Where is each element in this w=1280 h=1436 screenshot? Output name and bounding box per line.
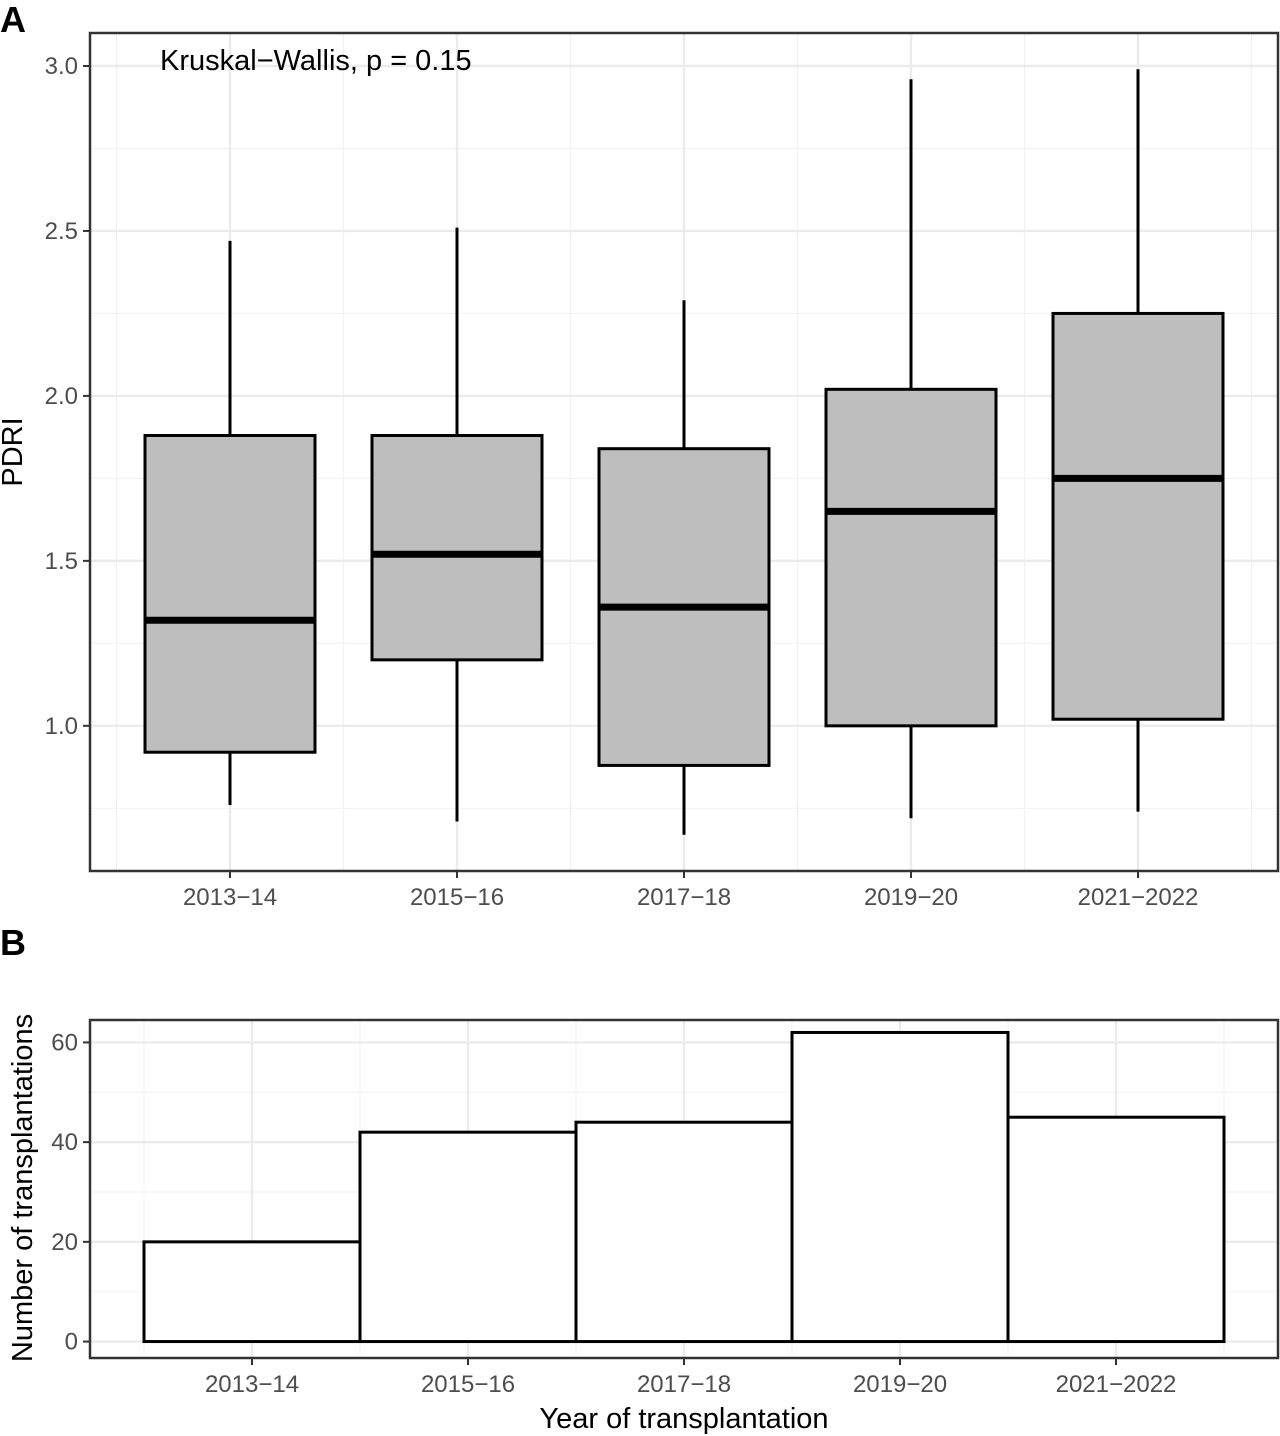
panel-b-x-axis: 2013−14 2015−16 2017−18 2019−20 2021−2022 [205, 1358, 1176, 1398]
panel-a-y-axis-title: PDRI [0, 417, 29, 486]
panel-a-y-tick-label: 2.0 [45, 383, 78, 410]
box-2019-20 [824, 387, 998, 728]
panel-b-y-tick-label: 40 [51, 1129, 78, 1156]
bar-2015-16 [358, 1130, 578, 1344]
panel-a-y-axis: 1.0 1.5 2.0 2.5 3.0 [45, 53, 90, 740]
panel-a-y-tick-label: 1.0 [45, 713, 78, 740]
panel-a-y-tick-label: 2.5 [45, 218, 78, 245]
panel-b-y-axis-title: Number of transplantations [7, 1014, 39, 1362]
bar-2021-2022 [1006, 1115, 1226, 1344]
panel-b-x-axis-title: Year of transplantation [539, 1403, 828, 1435]
panel-b-x-tick-label: 2021−2022 [1056, 1371, 1177, 1398]
panel-b-y-tick-label: 60 [51, 1029, 78, 1056]
panel-a-x-tick-label: 2015−16 [410, 884, 504, 911]
box-2021-2022 [1051, 311, 1225, 721]
panel-b-x-tick-label: 2013−14 [205, 1371, 299, 1398]
panel-a-y-tick-label: 1.5 [45, 548, 78, 575]
bar-2013-14 [142, 1240, 362, 1344]
box-2015-16 [370, 434, 544, 662]
panel-a-x-tick-label: 2013−14 [183, 884, 277, 911]
panel-b-x-tick-label: 2015−16 [421, 1371, 515, 1398]
box-2013-14 [143, 434, 317, 754]
bar-2019-20 [790, 1030, 1010, 1344]
panel-a-label: A [0, 0, 26, 40]
panel-b-label: B [0, 922, 26, 963]
panel-b-bars [142, 1030, 1226, 1344]
panel-a-x-tick-label: 2017−18 [637, 884, 731, 911]
panel-a-boxes [143, 69, 1225, 835]
panel-a: 1.01.52.02.53.0 2013−14 2015−16 2017−18 201… [0, 0, 1280, 911]
panel-b-y-tick-label: 20 [51, 1229, 78, 1256]
panel-b-y-tick-label: 0 [65, 1329, 78, 1356]
panel-b-y-axis: 0 20 40 60 [51, 1029, 90, 1356]
panel-a-x-axis: 2013−14 2015−16 2017−18 2019−20 2021−2022 [183, 871, 1198, 911]
panel-a-annotation: Kruskal−Wallis, p = 0.15 [160, 45, 472, 77]
panel-b-x-tick-label: 2017−18 [637, 1371, 731, 1398]
panel-a-y-tick-label: 3.0 [45, 53, 78, 80]
panel-a-x-tick-label: 2021−2022 [1078, 884, 1199, 911]
bar-2017-18 [574, 1120, 794, 1344]
panel-b: 0 20 40 60 2013−14 2015−16 2017−18 2019−20 2021… [0, 922, 1280, 1435]
panel-b-x-tick-label: 2019−20 [853, 1371, 947, 1398]
panel-a-x-tick-label: 2019−20 [864, 884, 958, 911]
